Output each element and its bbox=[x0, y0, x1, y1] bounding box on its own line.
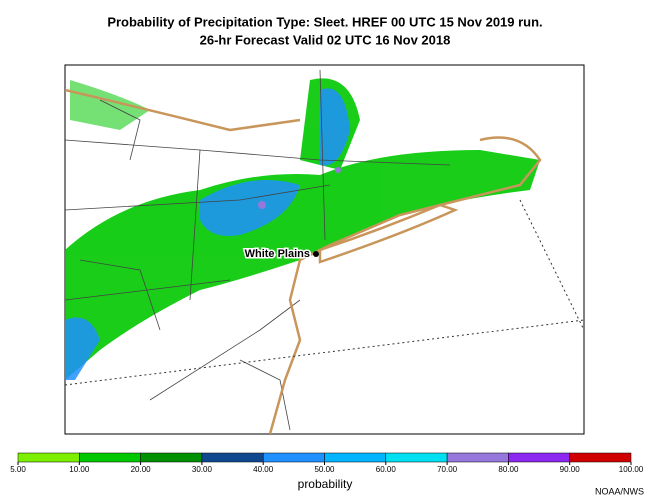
colorbar-tick-label: 60.00 bbox=[376, 465, 397, 474]
colorbar-segment bbox=[17, 452, 80, 463]
colorbar-tick-label: 30.00 bbox=[192, 465, 213, 474]
colorbar-tick-label: 20.00 bbox=[131, 465, 152, 474]
colorbar-tick-label: 5.00 bbox=[10, 465, 26, 474]
title-line: 26-hr Forecast Valid 02 UTC 16 Nov 2018 bbox=[200, 32, 451, 47]
colorbar-segment bbox=[262, 452, 325, 463]
colorbar-tick-label: 100.00 bbox=[619, 465, 644, 474]
colorbar: 5.00 10.00 20.00 30.00 40.00 50.00 60.00 70.00 8… bbox=[10, 452, 644, 474]
colorbar-segment bbox=[569, 452, 632, 463]
colorbar-tick-label: 70.00 bbox=[437, 465, 458, 474]
map: White Plains bbox=[64, 64, 585, 435]
grid bbox=[65, 199, 584, 386]
colorbar-tick-label: 40.00 bbox=[253, 465, 274, 474]
coastline bbox=[65, 88, 542, 434]
colorbar-segment bbox=[324, 452, 387, 463]
colorbar-tick-label: 10.00 bbox=[69, 465, 90, 474]
credit: NOAA/NWS bbox=[595, 486, 644, 496]
colorbar-tick-label: 50.00 bbox=[314, 465, 335, 474]
colorbar-segment bbox=[508, 452, 570, 463]
place-label: White Plains bbox=[245, 248, 310, 260]
colorbar-segment bbox=[201, 452, 264, 463]
colorbar-segment bbox=[446, 452, 509, 463]
colorbar-tick-label: 90.00 bbox=[560, 465, 581, 474]
precip bbox=[258, 167, 341, 209]
colorbar-segment bbox=[140, 452, 203, 463]
colorbar-segment bbox=[385, 452, 448, 463]
place-marker bbox=[313, 251, 319, 257]
colorbar-label: probability bbox=[298, 477, 353, 491]
colorbar-tick-label: 80.00 bbox=[498, 465, 519, 474]
title-line: Probability of Precipitation Type: Sleet… bbox=[107, 14, 542, 29]
colorbar-segment bbox=[79, 452, 141, 463]
boundaries bbox=[65, 69, 451, 431]
